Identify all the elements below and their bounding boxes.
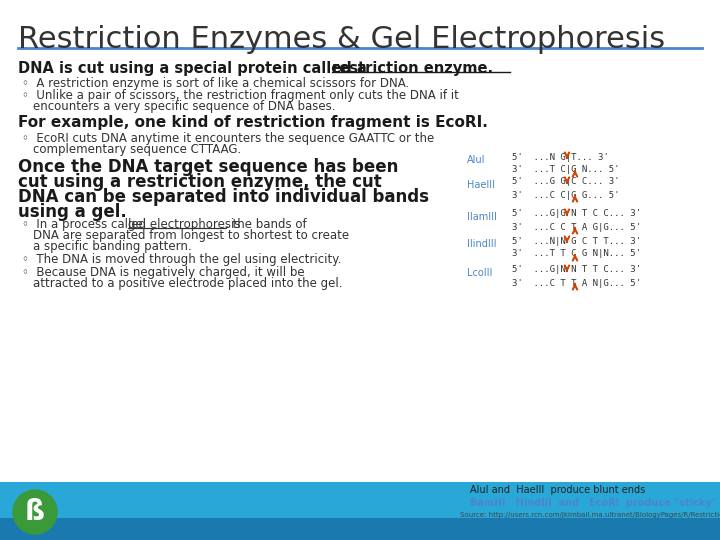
Text: gel electrophoresis: gel electrophoresis bbox=[128, 218, 240, 231]
Text: cut using a restriction enzyme, the cut: cut using a restriction enzyme, the cut bbox=[18, 173, 382, 191]
Text: complementary sequence CTTAAG.: complementary sequence CTTAAG. bbox=[33, 143, 241, 156]
Bar bbox=[0, 518, 720, 540]
Text: 3'  ...C C|G G... 5': 3' ...C C|G G... 5' bbox=[512, 191, 619, 199]
Text: a specific banding pattern.: a specific banding pattern. bbox=[33, 240, 192, 253]
Text: 3'  ...T T C G N|N... 5': 3' ...T T C G N|N... 5' bbox=[512, 249, 641, 259]
Text: ◦  Unlike a pair of scissors, the restriction fragment only cuts the DNA if it: ◦ Unlike a pair of scissors, the restric… bbox=[22, 89, 459, 102]
Text: For example, one kind of restriction fragment is EcoRI.: For example, one kind of restriction fra… bbox=[18, 115, 488, 130]
Text: DNA can be separated into individual bands: DNA can be separated into individual ban… bbox=[18, 188, 429, 206]
Text: IIamIII: IIamIII bbox=[467, 212, 497, 222]
Text: Once the DNA target sequence has been: Once the DNA target sequence has been bbox=[18, 158, 398, 176]
Text: ◦  In a process called: ◦ In a process called bbox=[22, 218, 150, 231]
Text: 3'  ...T C|G N... 5': 3' ...T C|G N... 5' bbox=[512, 165, 619, 174]
Text: ◦  The DNA is moved through the gel using electricity.: ◦ The DNA is moved through the gel using… bbox=[22, 253, 341, 266]
Text: ◦  EcoRI cuts DNA anytime it encounters the sequence GAATTC or the: ◦ EcoRI cuts DNA anytime it encounters t… bbox=[22, 132, 434, 145]
Text: 5'  ...G G|C C... 3': 5' ...G G|C C... 3' bbox=[512, 178, 619, 186]
Circle shape bbox=[13, 490, 57, 534]
Text: 3'  ...C C T A G|G... 5': 3' ...C C T A G|G... 5' bbox=[512, 222, 641, 232]
Text: DNA are separated from longest to shortest to create: DNA are separated from longest to shorte… bbox=[33, 229, 349, 242]
Text: DNA is cut using a special protein called a: DNA is cut using a special protein calle… bbox=[18, 61, 372, 76]
Text: Source: http://users.rcn.com/jkimball.ma.ultranet/BiologyPages/R/RestrictionEnzy: Source: http://users.rcn.com/jkimball.ma… bbox=[460, 512, 720, 518]
Text: IIindIII: IIindIII bbox=[467, 239, 497, 249]
Text: encounters a very specific sequence of DNA bases.: encounters a very specific sequence of D… bbox=[33, 100, 336, 113]
Text: 5'  ...N|N G C T T... 3': 5' ...N|N G C T T... 3' bbox=[512, 237, 641, 246]
Bar bbox=[0, 482, 720, 540]
Text: LcoIII: LcoIII bbox=[467, 268, 492, 278]
Text: restriction enzyme.: restriction enzyme. bbox=[332, 61, 493, 76]
Text: ◦  A restriction enzyme is sort of like a chemical scissors for DNA.: ◦ A restriction enzyme is sort of like a… bbox=[22, 77, 409, 90]
Text: using a gel.: using a gel. bbox=[18, 203, 127, 221]
Text: AluI: AluI bbox=[467, 155, 485, 165]
Text: attracted to a positive electrode placed into the gel.: attracted to a positive electrode placed… bbox=[33, 277, 343, 290]
Text: HaeIII: HaeIII bbox=[467, 180, 495, 190]
Text: ß: ß bbox=[25, 498, 45, 526]
Text: 5'  ...G|G N T C C... 3': 5' ...G|G N T C C... 3' bbox=[512, 210, 641, 219]
Text: 5'  ...N G|T... 3': 5' ...N G|T... 3' bbox=[512, 152, 608, 161]
Text: 3'  ...C T T A N|G... 5': 3' ...C T T A N|G... 5' bbox=[512, 279, 641, 287]
Text: 5'  ...G|N N T T C... 3': 5' ...G|N N T T C... 3' bbox=[512, 266, 641, 274]
Text: BamHI   HindIII  and   EcoRI  produce "sticky" ends: BamHI HindIII and EcoRI produce "sticky"… bbox=[470, 498, 720, 508]
Text: AluI and  HaeIII  produce blunt ends: AluI and HaeIII produce blunt ends bbox=[470, 485, 645, 495]
Text: , the bands of: , the bands of bbox=[225, 218, 307, 231]
Text: Restriction Enzymes & Gel Electrophoresis: Restriction Enzymes & Gel Electrophoresi… bbox=[18, 25, 665, 54]
Text: ◦  Because DNA is negatively charged, it will be: ◦ Because DNA is negatively charged, it … bbox=[22, 266, 305, 279]
